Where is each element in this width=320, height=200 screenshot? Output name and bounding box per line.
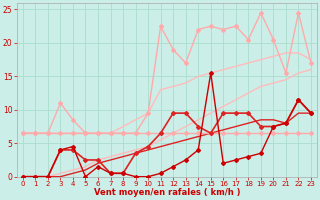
X-axis label: Vent moyen/en rafales ( km/h ): Vent moyen/en rafales ( km/h ) (94, 188, 240, 197)
